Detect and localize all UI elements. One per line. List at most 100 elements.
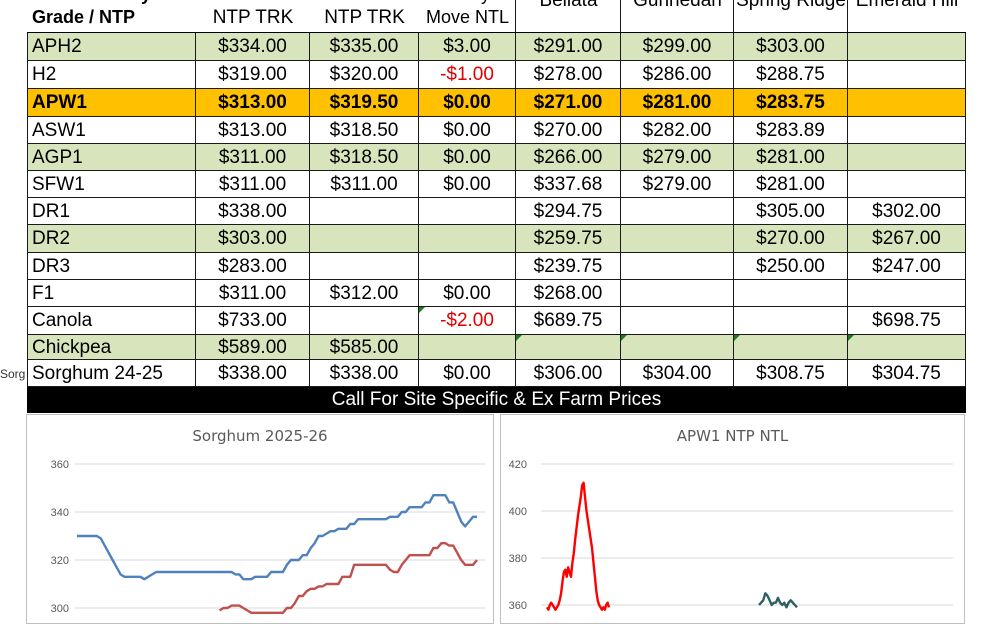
cell-gunnedah: $286.00 [621, 61, 734, 89]
cell-move-ntl: $0.00 [419, 89, 516, 117]
cell-emerald-hill [848, 33, 966, 61]
cell-bellata: $337.68 [516, 171, 621, 198]
header-label: Gunnedah [633, 0, 722, 11]
row-grade-label: DR3 [27, 253, 196, 280]
cell-spring-ridge: $281.00 [734, 144, 848, 171]
cell-spring-ridge: $281.00 [734, 171, 848, 198]
cell-move-ntl [419, 225, 516, 253]
cell-ntp-trk-2: $319.50 [310, 89, 419, 117]
cell-spring-ridge: $303.00 [734, 33, 848, 61]
header-label: NTP TRK [324, 7, 405, 28]
cell-spring-ridge: $308.75 [734, 360, 848, 387]
cell-ntp-trk-1: $589.00 [196, 335, 310, 360]
y-tick-label: 400 [509, 506, 527, 518]
cell-gunnedah [621, 253, 734, 280]
cell-move-ntl [419, 335, 516, 360]
row-grade-label: Sorghum 24-25 [27, 360, 196, 387]
cell-emerald-hill: $247.00 [848, 253, 966, 280]
cell-gunnedah [621, 335, 734, 360]
cell-bellata: $278.00 [516, 61, 621, 89]
cell-bellata: $271.00 [516, 89, 621, 117]
cell-bellata [516, 335, 621, 360]
cell-move-ntl: -$2.00 [419, 307, 516, 335]
header-partial-text: y [141, 0, 151, 7]
comment-indicator-icon [516, 335, 522, 341]
header-divider [515, 0, 516, 33]
cell-ntp-trk-2 [310, 225, 419, 253]
row-grade-label: Canola [27, 307, 196, 335]
header-label: Bellata [539, 0, 598, 11]
row-grade-label: DR1 [27, 198, 196, 225]
cell-ntp-trk-1: $338.00 [196, 198, 310, 225]
cell-gunnedah [621, 307, 734, 335]
cell-move-ntl: $0.00 [419, 280, 516, 307]
series-line-1 [758, 592, 798, 609]
cell-ntp-trk-1: $334.00 [196, 33, 310, 61]
comment-indicator-icon [621, 335, 627, 341]
header-emerald-hill: Emerald Hill [848, 0, 966, 33]
header-divider [733, 0, 734, 33]
cell-emerald-hill [848, 89, 966, 117]
cell-emerald-hill [848, 171, 966, 198]
cell-ntp-trk-1: $733.00 [196, 307, 310, 335]
row-grade-label: H2 [27, 61, 196, 89]
cell-ntp-trk-1: $338.00 [196, 360, 310, 387]
cell-spring-ridge: $270.00 [734, 225, 848, 253]
cell-spring-ridge: $283.89 [734, 117, 848, 144]
y-tick-label: 420 [509, 459, 527, 471]
cell-ntp-trk-2: $335.00 [310, 33, 419, 61]
cell-gunnedah: $279.00 [621, 171, 734, 198]
y-tick-label: 340 [51, 507, 69, 519]
header-grade: y Grade / NTP [27, 0, 196, 33]
header-label: Grade / NTP [32, 7, 136, 27]
cell-gunnedah [621, 225, 734, 253]
cell-gunnedah: $282.00 [621, 117, 734, 144]
sorghum-chart: 300 320 340 360 [51, 459, 485, 615]
cell-spring-ridge: $250.00 [734, 253, 848, 280]
cell-move-ntl: $0.00 [419, 360, 516, 387]
cell-bellata: $689.75 [516, 307, 621, 335]
series-line-0 [77, 494, 477, 581]
cell-ntp-trk-1: $311.00 [196, 171, 310, 198]
y-tick-label: 360 [509, 600, 527, 612]
cell-ntp-trk-2: $318.50 [310, 117, 419, 144]
cell-emerald-hill [848, 117, 966, 144]
header-partial-text: y [481, 0, 490, 7]
cell-ntp-trk-1: $311.00 [196, 280, 310, 307]
cell-move-ntl: $0.00 [419, 117, 516, 144]
cell-spring-ridge [734, 280, 848, 307]
comment-indicator-icon [848, 335, 854, 341]
cell-bellata: $294.75 [516, 198, 621, 225]
cell-ntp-trk-2 [310, 307, 419, 335]
cell-bellata: $291.00 [516, 33, 621, 61]
cell-ntp-trk-2: $320.00 [310, 61, 419, 89]
cell-gunnedah: $304.00 [621, 360, 734, 387]
apw1-chart: 360 380 400 420 [509, 459, 953, 612]
cell-ntp-trk-2: $338.00 [310, 360, 419, 387]
apw1-chart-panel: APW1 NTP NTL 360 380 400 420 [500, 414, 965, 624]
y-tick-label: 320 [51, 555, 69, 567]
header-move-ntl: yMove NTL [419, 0, 516, 33]
header-label: Spring Ridge [736, 0, 846, 11]
header-bellata: Bellata [516, 0, 621, 33]
cell-emerald-hill: $302.00 [848, 198, 966, 225]
cell-move-ntl: $3.00 [419, 33, 516, 61]
apw1-chart-title: APW1 NTP NTL [676, 427, 789, 445]
cell-ntp-trk-2 [310, 253, 419, 280]
y-tick-label: 380 [509, 553, 527, 565]
row-grade-label: Chickpea [27, 335, 196, 360]
header-ntp-trk-2: NTP TRK [310, 0, 419, 33]
cell-ntp-trk-2: $312.00 [310, 280, 419, 307]
header-label: Move NTL [425, 7, 510, 27]
row-grade-label: SFW1 [27, 171, 196, 198]
row-grade-label: AGP1 [27, 144, 196, 171]
header-divider [847, 0, 848, 33]
cell-move-ntl: -$1.00 [419, 61, 516, 89]
cell-move-ntl [419, 253, 516, 280]
cell-emerald-hill [848, 280, 966, 307]
cell-spring-ridge [734, 335, 848, 360]
cell-gunnedah [621, 280, 734, 307]
cell-bellata: $239.75 [516, 253, 621, 280]
y-tick-label: 360 [51, 459, 69, 471]
cell-emerald-hill: $267.00 [848, 225, 966, 253]
